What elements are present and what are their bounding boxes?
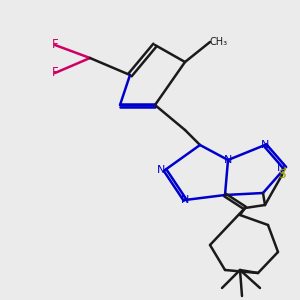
Text: N: N	[157, 165, 165, 175]
Text: F: F	[52, 38, 58, 52]
Text: N: N	[181, 195, 189, 205]
Text: N: N	[277, 163, 285, 173]
Text: CH₃: CH₃	[210, 37, 228, 47]
Text: N: N	[261, 140, 269, 150]
Text: S: S	[278, 169, 286, 182]
Text: F: F	[52, 67, 58, 80]
Text: N: N	[224, 155, 232, 165]
